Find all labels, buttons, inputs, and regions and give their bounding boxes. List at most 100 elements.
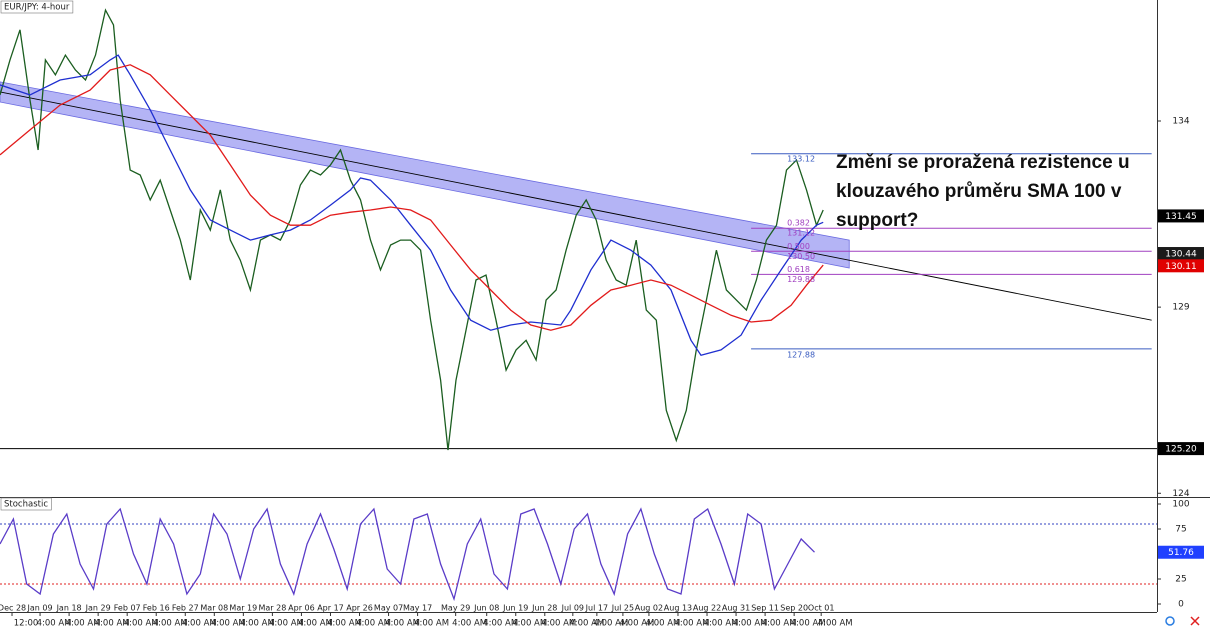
- fib-ratio: 0.382: [787, 219, 810, 228]
- time-label: 4:00 AM: [704, 619, 739, 629]
- icon-close[interactable]: [1190, 616, 1200, 626]
- toolbar-icons[interactable]: [1165, 616, 1200, 626]
- plot-area: [0, 507, 1157, 602]
- price-badge-bg: [1158, 259, 1204, 273]
- time-label: 4:00 AM: [733, 619, 768, 629]
- icon-sync[interactable]: [1165, 616, 1175, 626]
- y-tick-label: 129: [1172, 303, 1189, 313]
- time-label: 4:00 AM: [356, 619, 391, 629]
- x-tick-label: Jan 29: [85, 604, 111, 613]
- time-label: 4:00 AM: [762, 619, 797, 629]
- x-tick-label: Jun 08: [473, 604, 499, 613]
- x-tick-label: Sep 11: [751, 604, 779, 613]
- y-tick-label: 0: [1178, 600, 1184, 610]
- fib-ratio: 0.618: [787, 265, 810, 274]
- annotation: Změní se proražená rezistence u klouzavé…: [836, 152, 1130, 231]
- x-tick-label: Feb 16: [143, 604, 170, 613]
- fib-price: 130.50: [787, 252, 815, 261]
- price-badge: 130.44: [1165, 250, 1197, 260]
- fib-price: 127.88: [787, 350, 815, 359]
- price-badge-bg: [1158, 209, 1204, 223]
- time-label: 4:00 AM: [269, 619, 304, 629]
- time-label: 4:00 AM: [66, 619, 101, 629]
- time-label: 4:00 AM: [298, 619, 333, 629]
- x-tick-label: Mar 28: [258, 604, 286, 613]
- x-tick-label: Aug 31: [722, 604, 750, 613]
- price-badge-bg: [1158, 442, 1204, 456]
- x-tick-label: Jun 28: [531, 604, 557, 613]
- x-tick-label: Aug 13: [664, 604, 692, 613]
- fib-ratio: 0.500: [787, 242, 810, 251]
- time-label: 4:00 AM: [95, 619, 130, 629]
- time-label: 4:00 AM: [153, 619, 188, 629]
- time-label: 4:00 AM: [483, 619, 518, 629]
- x-tick-label: Jul 17: [585, 604, 608, 613]
- y-tick-label: 124: [1172, 489, 1189, 499]
- value-badge: 51.76: [1168, 548, 1194, 558]
- x-tick-label: May 29: [441, 604, 470, 613]
- series-line: [0, 54, 824, 356]
- series-line: [0, 8, 824, 451]
- x-tick-label: Apr 17: [317, 604, 344, 613]
- x-tick-label: Jul 09: [561, 604, 584, 613]
- time-label: 4:00 AM: [124, 619, 159, 629]
- y-tick-label: 134: [1172, 116, 1189, 126]
- x-tick-label: Jan 09: [27, 604, 53, 613]
- time-label: 4:00 AM: [512, 619, 547, 629]
- time-label: 4:00 AM: [452, 619, 487, 629]
- x-tick-label: Mar 19: [229, 604, 257, 613]
- time-label: 4:00 AM: [593, 619, 628, 629]
- time-label: 12:00: [14, 619, 39, 629]
- panel-title-box: [0, 0, 74, 14]
- y-tick-label: 75: [1175, 525, 1186, 535]
- x-tick-label: Feb 07: [114, 604, 141, 613]
- x-tick-label: Jan 18: [56, 604, 82, 613]
- plot-area: [0, 8, 1157, 451]
- panel-title-box: [0, 497, 52, 511]
- series-line: [0, 64, 824, 331]
- x-tick-label: Apr 26: [346, 604, 373, 613]
- price-badge-bg: [1158, 247, 1204, 261]
- time-label: 4:00 AM: [414, 619, 449, 629]
- price-badge: 125.20: [1165, 445, 1197, 455]
- x-tick-label: Feb 27: [172, 604, 199, 613]
- y-tick-label: 25: [1175, 575, 1186, 585]
- x-tick-label: May 07: [374, 604, 403, 613]
- value-badge-bg: [1158, 545, 1204, 559]
- panel-title: Stochastic: [4, 500, 48, 510]
- panel-title: EUR/JPY: 4-hour: [4, 3, 70, 13]
- x-tick-label: Dec 28: [0, 604, 26, 613]
- price-badge: 131.45: [1165, 212, 1197, 222]
- price-badge: 130.11: [1165, 262, 1197, 272]
- time-label: 4:00 AM: [327, 619, 362, 629]
- x-tick-label: Mar 08: [200, 604, 228, 613]
- series-line: [0, 507, 815, 602]
- x-tick-label: May 17: [403, 604, 432, 613]
- x-tick-label: Sep 20: [780, 604, 808, 613]
- x-tick-label: Aug 02: [635, 604, 663, 613]
- time-label: 4:00 AM: [211, 619, 246, 629]
- time-label: 4:00 AM: [182, 619, 217, 629]
- resistance-channel: [0, 81, 850, 269]
- trendline: [0, 91, 1152, 321]
- x-tick-label: Jul 25: [611, 604, 634, 613]
- time-label: 4:00 AM: [569, 619, 604, 629]
- time-label: 4:00 AM: [645, 619, 680, 629]
- time-label: 4:00 AM: [675, 619, 710, 629]
- x-tick-label: Oct 01: [808, 604, 835, 613]
- time-label: 4:00 AM: [619, 619, 654, 629]
- time-label: 4:00 AM: [240, 619, 275, 629]
- time-label: 4:00 AM: [385, 619, 420, 629]
- x-tick-label: Apr 06: [288, 604, 315, 613]
- x-tick-label: Aug 22: [693, 604, 721, 613]
- time-label: 4:00 AM: [791, 619, 826, 629]
- fib-price: 129.88: [787, 275, 815, 284]
- y-tick-label: 100: [1172, 500, 1189, 510]
- time-label: 4:00 AM: [37, 619, 72, 629]
- fib-price: 133.12: [787, 154, 815, 163]
- time-label: 4:00 AM: [541, 619, 576, 629]
- fib-price: 131.12: [787, 229, 815, 238]
- time-label: 4:00 AM: [818, 619, 853, 629]
